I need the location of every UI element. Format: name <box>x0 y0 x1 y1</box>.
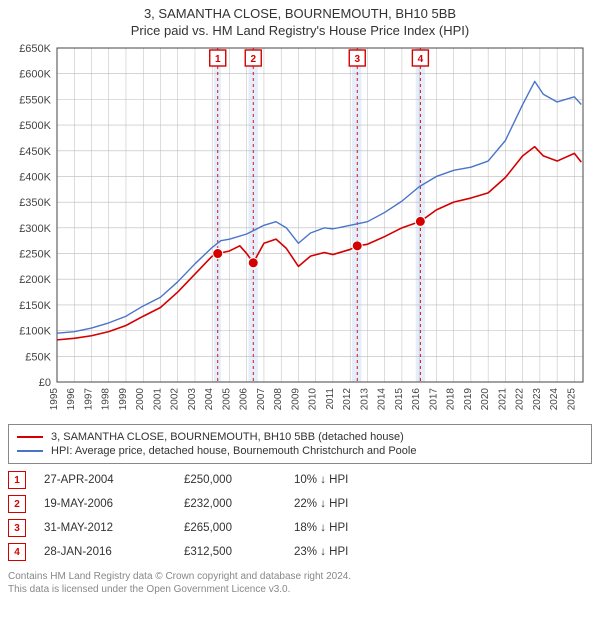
svg-text:2025: 2025 <box>566 388 577 411</box>
tx-badge: 1 <box>8 471 26 489</box>
svg-text:2022: 2022 <box>515 388 526 411</box>
svg-text:£650K: £650K <box>19 43 51 55</box>
svg-text:2000: 2000 <box>135 388 146 411</box>
price-chart: £0 £50K £100K £150K £200K £250K £300K £350K £400… <box>5 38 595 418</box>
svg-text:2015: 2015 <box>394 388 405 411</box>
legend-item: 3, SAMANTHA CLOSE, BOURNEMOUTH, BH10 5BB… <box>17 431 583 443</box>
table-row: 1 27-APR-2004£250,00010% ↓ HPI <box>8 468 592 492</box>
legend-swatch <box>17 436 43 438</box>
svg-text:2020: 2020 <box>480 388 491 411</box>
svg-text:£150K: £150K <box>19 300 51 312</box>
svg-text:1996: 1996 <box>66 388 77 411</box>
footer-line2: This data is licensed under the Open Gov… <box>8 583 592 596</box>
svg-text:2009: 2009 <box>290 388 301 411</box>
svg-text:£100K: £100K <box>19 326 51 338</box>
tx-date: 31-MAY-2012 <box>44 522 184 534</box>
svg-text:2014: 2014 <box>377 388 388 411</box>
svg-text:2005: 2005 <box>221 388 232 411</box>
svg-text:1999: 1999 <box>118 388 129 411</box>
svg-text:2006: 2006 <box>239 388 250 411</box>
svg-text:£300K: £300K <box>19 223 51 235</box>
chart-title-line2: Price paid vs. HM Land Registry's House … <box>0 23 600 38</box>
transaction-table: 1 27-APR-2004£250,00010% ↓ HPI 2 19-MAY-200… <box>8 468 592 564</box>
svg-text:1997: 1997 <box>83 388 94 411</box>
tx-badge: 2 <box>8 495 26 513</box>
tx-date: 19-MAY-2006 <box>44 498 184 510</box>
table-row: 2 19-MAY-2006£232,00022% ↓ HPI <box>8 492 592 516</box>
table-row: 3 31-MAY-2012£265,00018% ↓ HPI <box>8 516 592 540</box>
svg-text:2: 2 <box>250 54 256 65</box>
title-block: 3, SAMANTHA CLOSE, BOURNEMOUTH, BH10 5BB… <box>0 0 600 38</box>
svg-text:4: 4 <box>418 54 424 65</box>
chart-title-line1: 3, SAMANTHA CLOSE, BOURNEMOUTH, BH10 5BB <box>0 6 600 21</box>
svg-text:£350K: £350K <box>19 197 51 209</box>
svg-text:£50K: £50K <box>25 351 51 363</box>
svg-text:£200K: £200K <box>19 274 51 286</box>
legend-label: HPI: Average price, detached house, Bour… <box>51 445 416 457</box>
svg-text:2019: 2019 <box>463 388 474 411</box>
svg-text:£500K: £500K <box>19 120 51 132</box>
svg-text:2007: 2007 <box>256 388 267 411</box>
svg-text:£400K: £400K <box>19 171 51 183</box>
footer-attribution: Contains HM Land Registry data © Crown c… <box>8 570 592 596</box>
svg-text:1995: 1995 <box>49 388 60 411</box>
svg-text:2003: 2003 <box>187 388 198 411</box>
tx-date: 27-APR-2004 <box>44 474 184 486</box>
svg-text:1998: 1998 <box>101 388 112 411</box>
legend-item: HPI: Average price, detached house, Bour… <box>17 445 583 457</box>
svg-text:2001: 2001 <box>152 388 163 411</box>
svg-text:2012: 2012 <box>342 388 353 411</box>
footer-line1: Contains HM Land Registry data © Crown c… <box>8 570 592 583</box>
legend-swatch <box>17 450 43 452</box>
svg-text:2011: 2011 <box>325 388 336 410</box>
svg-text:£450K: £450K <box>19 146 51 158</box>
svg-text:2018: 2018 <box>446 388 457 411</box>
svg-text:1: 1 <box>215 54 221 65</box>
tx-date: 28-JAN-2016 <box>44 546 184 558</box>
svg-text:2004: 2004 <box>204 388 215 411</box>
svg-text:£0: £0 <box>39 377 51 389</box>
tx-price: £265,000 <box>184 522 294 534</box>
tx-pct: 10% ↓ HPI <box>294 474 414 486</box>
svg-text:2002: 2002 <box>170 388 181 411</box>
legend: 3, SAMANTHA CLOSE, BOURNEMOUTH, BH10 5BB… <box>8 424 592 464</box>
table-row: 4 28-JAN-2016£312,50023% ↓ HPI <box>8 540 592 564</box>
svg-text:£600K: £600K <box>19 69 51 81</box>
tx-badge: 3 <box>8 519 26 537</box>
svg-text:2017: 2017 <box>428 388 439 411</box>
tx-pct: 23% ↓ HPI <box>294 546 414 558</box>
svg-text:3: 3 <box>354 54 360 65</box>
svg-text:2023: 2023 <box>532 388 543 411</box>
tx-price: £312,500 <box>184 546 294 558</box>
svg-text:2024: 2024 <box>549 388 560 411</box>
tx-pct: 22% ↓ HPI <box>294 498 414 510</box>
svg-text:2021: 2021 <box>497 388 508 411</box>
svg-text:£550K: £550K <box>19 94 51 106</box>
tx-badge: 4 <box>8 543 26 561</box>
legend-label: 3, SAMANTHA CLOSE, BOURNEMOUTH, BH10 5BB… <box>51 431 404 443</box>
tx-pct: 18% ↓ HPI <box>294 522 414 534</box>
svg-text:2008: 2008 <box>273 388 284 411</box>
svg-text:2013: 2013 <box>359 388 370 411</box>
svg-text:2016: 2016 <box>411 388 422 411</box>
tx-price: £232,000 <box>184 498 294 510</box>
tx-price: £250,000 <box>184 474 294 486</box>
svg-text:£250K: £250K <box>19 249 51 261</box>
svg-text:2010: 2010 <box>308 388 319 411</box>
